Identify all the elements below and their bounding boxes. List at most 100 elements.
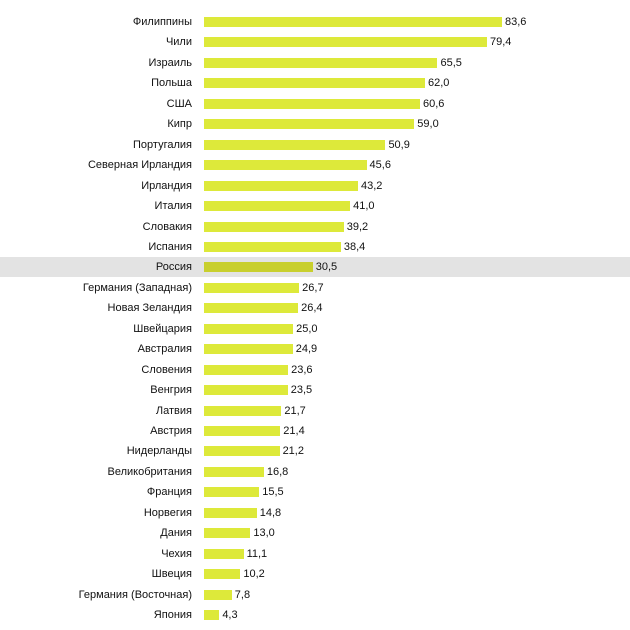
category-label: Нидерланды: [126, 445, 192, 458]
category-label: Филиппины: [132, 16, 192, 28]
bar: [204, 78, 425, 89]
bar-row: Израиль 65,5: [0, 53, 630, 73]
category-label: Германия (Западная): [82, 281, 192, 294]
category-label: Чехия: [161, 547, 192, 560]
bar: [204, 548, 244, 559]
bar: [204, 119, 415, 130]
bar-row: Кипр 59,0: [0, 114, 630, 134]
bar-row: Испания 38,4: [0, 237, 630, 257]
category-label: Португалия: [133, 138, 192, 151]
bar-row: США 60,6: [0, 94, 630, 114]
category-label: Новая Зеландия: [107, 302, 192, 315]
value-label: 60,6: [423, 97, 445, 110]
bar: [204, 160, 367, 171]
value-label: 21,7: [284, 404, 306, 417]
value-label: 25,0: [296, 322, 318, 335]
category-label: Швейцария: [133, 322, 192, 335]
bar-row: Чехия 11,1: [0, 544, 630, 564]
category-label: Латвия: [155, 404, 192, 417]
category-label: Кипр: [167, 118, 192, 131]
bar-row: Словакия 39,2: [0, 217, 630, 237]
category-label: Россия: [155, 261, 192, 274]
value-label: 50,9: [388, 138, 410, 151]
bar-row: Польша 62,0: [0, 73, 630, 93]
bar: [204, 344, 293, 355]
category-label: Австралия: [137, 343, 192, 356]
bar: [204, 487, 260, 498]
value-label: 24,9: [295, 343, 318, 356]
value-label: 16,8: [266, 465, 289, 478]
value-label: 23,5: [290, 384, 313, 397]
value-label: 7,8: [234, 588, 251, 601]
category-label: США: [166, 97, 192, 110]
bar: [204, 364, 289, 375]
bar-row: Германия (Восточная) 7,8: [0, 585, 630, 605]
bar: [204, 57, 438, 68]
category-label: Норвегия: [143, 506, 192, 519]
category-label: Испания: [148, 240, 192, 253]
bar-row: Германия (Западная) 26,7: [0, 278, 630, 298]
value-label: 41,0: [353, 200, 375, 213]
category-label: Чили: [165, 36, 192, 49]
bar-row: Венгрия 23,5: [0, 380, 630, 400]
bar: [204, 201, 351, 212]
category-label: Япония: [153, 609, 192, 622]
category-label: Италия: [154, 200, 192, 213]
bar-row: Италия 41,0: [0, 196, 630, 216]
value-label: 21,4: [283, 425, 305, 437]
category-label: Польша: [151, 77, 192, 90]
value-label: 43,2: [360, 179, 383, 192]
value-label: 79,4: [490, 36, 512, 49]
value-label: 38,4: [343, 240, 366, 253]
category-label: Словения: [141, 363, 192, 376]
category-label: Словакия: [142, 220, 192, 233]
value-label: 59,0: [417, 118, 439, 131]
bar: [204, 98, 420, 109]
bar-row: Великобритания 16,8: [0, 462, 630, 482]
category-label: Швеция: [151, 568, 192, 581]
bar: [204, 405, 282, 416]
bar-row: Швейцария 25,0: [0, 319, 630, 339]
bar-row: Франция 15,5: [0, 482, 630, 502]
bar: [204, 446, 280, 457]
value-label: 30,5: [315, 261, 338, 274]
bar: [204, 426, 281, 436]
value-label: 14,8: [259, 506, 282, 519]
value-label: 21,2: [282, 445, 304, 458]
category-label: Дания: [160, 527, 192, 540]
bar-row: Япония 4,3: [0, 605, 630, 625]
bar: [204, 466, 264, 477]
bar: [204, 221, 344, 232]
bar: [204, 589, 232, 600]
bar: [204, 282, 300, 293]
value-label: 26,4: [301, 302, 323, 315]
bar: [204, 262, 313, 273]
category-label: Северная Ирландия: [87, 159, 192, 172]
bar-row: Норвегия 14,8: [0, 503, 630, 523]
category-label: Германия (Восточная): [78, 588, 192, 601]
bar: [204, 385, 288, 396]
bar: [204, 17, 502, 27]
bar: [204, 528, 251, 539]
value-label: 62,0: [428, 77, 450, 90]
value-label: 15,5: [262, 486, 284, 499]
bar-row: Австралия 24,9: [0, 339, 630, 359]
value-label: 26,7: [302, 281, 324, 294]
value-label: 83,6: [505, 16, 527, 28]
bar-row: Россия 30,5: [0, 257, 630, 278]
bar: [204, 139, 386, 150]
value-label: 45,6: [369, 159, 391, 172]
bar: [204, 507, 257, 518]
bar: [204, 303, 299, 314]
category-label: Венгрия: [150, 384, 192, 397]
bar-row: Латвия 21,7: [0, 401, 630, 421]
bar-row: Португалия 50,9: [0, 135, 630, 155]
value-label: 11,1: [246, 547, 268, 560]
value-label: 13,0: [253, 527, 275, 540]
bar-row: Словения 23,6: [0, 360, 630, 380]
bar-row: Австрия 21,4: [0, 421, 630, 441]
bar-row: Ирландия 43,2: [0, 176, 630, 196]
bar-row: Чили 79,4: [0, 32, 630, 52]
bar-row: Северная Ирландия 45,6: [0, 155, 630, 175]
